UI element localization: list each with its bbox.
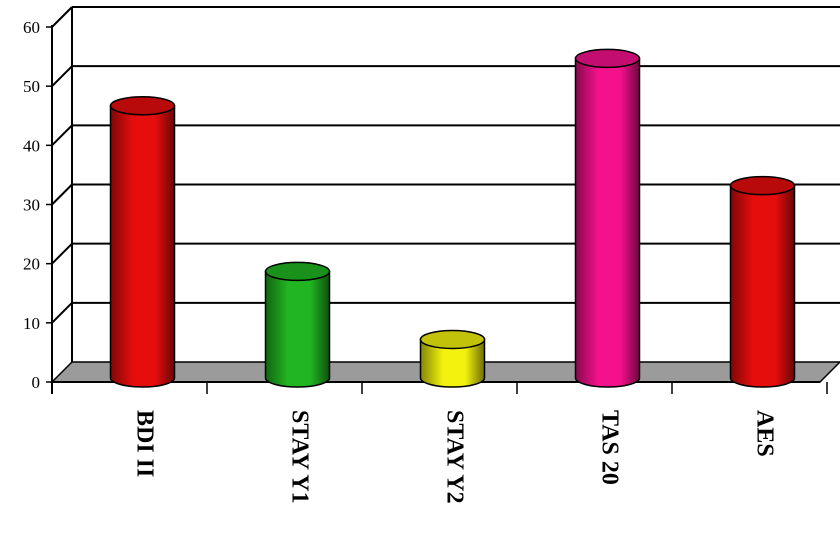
labels: 0 10 20 30 40 50 60 BDI II STAY Y1 STAY Y2 TAS 20 A… xyxy=(23,18,778,504)
bar-top xyxy=(729,175,796,196)
bar xyxy=(574,48,641,388)
gridline-diagonal xyxy=(51,124,73,147)
gridline-diagonal xyxy=(51,302,73,324)
bar-top xyxy=(574,48,641,69)
y-tick-label: 10 xyxy=(23,314,40,333)
bar-body xyxy=(264,270,331,388)
gridline-diagonal xyxy=(51,183,73,206)
x-tick-label: STAY Y2 xyxy=(442,410,468,504)
y-tick-label: 30 xyxy=(23,196,40,215)
bar xyxy=(264,261,331,388)
bar-body xyxy=(109,105,176,388)
y-tick-label: 0 xyxy=(32,373,41,392)
x-tick-label: TAS 20 xyxy=(597,410,623,485)
x-tick-label: AES xyxy=(752,410,778,457)
y-tick-label: 40 xyxy=(23,136,40,155)
bar-top xyxy=(419,329,486,350)
bar-body xyxy=(729,184,796,388)
gridline-diagonal xyxy=(51,6,73,28)
y-tick-label: 20 xyxy=(23,255,40,274)
x-tick-label: BDI II xyxy=(132,410,158,477)
bar xyxy=(419,329,486,388)
y-tick-label: 50 xyxy=(23,77,40,96)
gridline-diagonal xyxy=(51,65,73,87)
bar-body xyxy=(574,57,641,388)
bar xyxy=(109,96,176,388)
bars xyxy=(109,48,796,388)
bar-top xyxy=(264,261,331,282)
bar xyxy=(729,175,796,388)
gridline-diagonal xyxy=(51,242,73,265)
x-tick-label: STAY Y1 xyxy=(287,410,313,504)
bar-top xyxy=(109,96,176,116)
y-tick-label: 60 xyxy=(23,18,40,37)
bar-body xyxy=(419,338,486,388)
